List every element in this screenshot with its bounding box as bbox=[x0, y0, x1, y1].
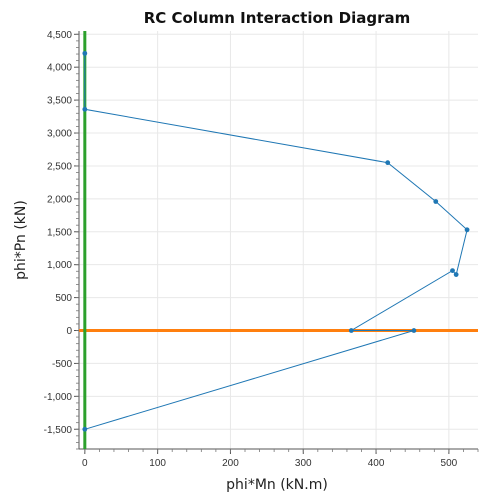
x-tick-label: 500 bbox=[441, 458, 458, 469]
x-axis-label: phi*Mn (kN.m) bbox=[226, 477, 328, 493]
data-point bbox=[464, 227, 470, 233]
data-point bbox=[411, 328, 417, 333]
x-tick-label: 200 bbox=[222, 458, 239, 469]
grid bbox=[79, 31, 478, 449]
series-layer bbox=[82, 50, 470, 432]
x-tick-label: 300 bbox=[295, 458, 312, 469]
data-point bbox=[82, 50, 88, 56]
y-tick-label: 0 bbox=[66, 326, 72, 337]
data-point bbox=[450, 268, 455, 274]
y-tick-label: -1,000 bbox=[44, 392, 73, 403]
y-tick-label: -1,500 bbox=[44, 425, 73, 436]
data-point bbox=[433, 199, 439, 204]
tick-labels: 0 100 200 300 400 500 -1,500 -1,000 -500 0 500 1,00… bbox=[44, 30, 458, 469]
y-tick-label: 1,000 bbox=[47, 260, 72, 271]
data-point bbox=[82, 106, 88, 112]
y-tick-label: 2,500 bbox=[47, 161, 72, 172]
data-point bbox=[82, 426, 88, 432]
y-axis-label: phi*Pn (kN) bbox=[13, 200, 29, 280]
y-tick-label: 3,500 bbox=[47, 96, 72, 107]
y-tick-label: 4,500 bbox=[47, 30, 72, 41]
y-tick-label: 500 bbox=[55, 293, 72, 304]
y-tick-label: 1,500 bbox=[47, 227, 72, 238]
data-point bbox=[348, 328, 354, 333]
data-point bbox=[385, 160, 391, 166]
data-point bbox=[453, 272, 459, 277]
x-tick-label: 0 bbox=[82, 458, 88, 469]
x-tick-label: 400 bbox=[368, 458, 385, 469]
y-tick-label: 4,000 bbox=[47, 63, 72, 74]
axes bbox=[74, 31, 479, 454]
y-tick-label: -500 bbox=[52, 359, 72, 370]
y-tick-label: 2,000 bbox=[47, 194, 72, 205]
chart-title: RC Column Interaction Diagram bbox=[144, 9, 411, 27]
interaction-curve-line bbox=[84, 53, 468, 430]
reference-lines bbox=[79, 31, 478, 449]
y-tick-label: 3,000 bbox=[47, 129, 72, 140]
x-tick-label: 100 bbox=[149, 458, 166, 469]
